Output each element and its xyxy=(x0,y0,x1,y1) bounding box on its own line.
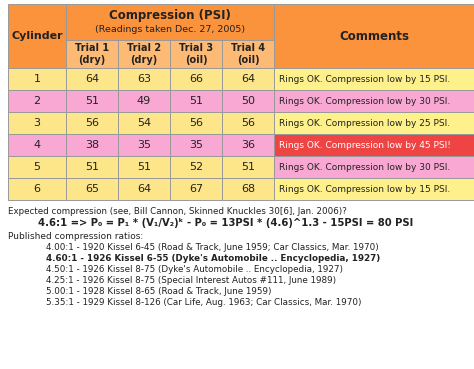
Text: (Readings taken Dec. 27, 2005): (Readings taken Dec. 27, 2005) xyxy=(95,25,245,34)
Text: Rings OK. Compression low by 15 PSI.: Rings OK. Compression low by 15 PSI. xyxy=(279,184,450,193)
Bar xyxy=(274,68,474,90)
Text: 2: 2 xyxy=(34,96,41,106)
Text: Rings OK. Compression low by 30 PSI.: Rings OK. Compression low by 30 PSI. xyxy=(279,162,450,172)
Bar xyxy=(118,68,170,90)
Bar xyxy=(8,112,66,134)
Text: 5: 5 xyxy=(34,162,40,172)
Bar xyxy=(222,178,274,200)
Text: 38: 38 xyxy=(85,140,99,150)
Text: Rings OK. Compression low by 45 PSI!: Rings OK. Compression low by 45 PSI! xyxy=(279,141,451,149)
Text: 56: 56 xyxy=(85,118,99,128)
Text: 5.00:1 - 1928 Kissel 8-65 (Road & Track, June 1959): 5.00:1 - 1928 Kissel 8-65 (Road & Track,… xyxy=(46,287,272,296)
Text: 35: 35 xyxy=(189,140,203,150)
Bar xyxy=(274,156,474,178)
Text: 35: 35 xyxy=(137,140,151,150)
Text: 65: 65 xyxy=(85,184,99,194)
Text: 52: 52 xyxy=(189,162,203,172)
Text: Trial 1
(dry): Trial 1 (dry) xyxy=(75,43,109,65)
Bar xyxy=(274,90,474,112)
Text: 66: 66 xyxy=(189,74,203,84)
Text: Trial 3
(oil): Trial 3 (oil) xyxy=(179,43,213,65)
Bar xyxy=(118,134,170,156)
Bar xyxy=(222,134,274,156)
Text: 64: 64 xyxy=(241,74,255,84)
Text: Published compression ratios:: Published compression ratios: xyxy=(8,232,143,241)
Text: 1: 1 xyxy=(34,74,40,84)
Bar xyxy=(66,178,118,200)
Bar xyxy=(222,112,274,134)
Text: Rings OK. Compression low by 30 PSI.: Rings OK. Compression low by 30 PSI. xyxy=(279,97,450,106)
Text: 5.35:1 - 1929 Kissel 8-126 (Car Life, Aug. 1963; Car Classics, Mar. 1970): 5.35:1 - 1929 Kissel 8-126 (Car Life, Au… xyxy=(46,298,362,307)
Text: Trial 2
(dry): Trial 2 (dry) xyxy=(127,43,161,65)
Text: Comments: Comments xyxy=(339,30,409,42)
Text: 4.00:1 - 1920 Kissel 6-45 (Road & Track, June 1959; Car Classics, Mar. 1970): 4.00:1 - 1920 Kissel 6-45 (Road & Track,… xyxy=(46,243,379,252)
Text: 64: 64 xyxy=(137,184,151,194)
Bar xyxy=(8,68,66,90)
Text: 4: 4 xyxy=(34,140,41,150)
Bar xyxy=(118,156,170,178)
Bar xyxy=(274,112,474,134)
Bar xyxy=(118,178,170,200)
Text: Expected compression (see, Bill Cannon, Skinned Knuckles 30[6], Jan. 2006)?: Expected compression (see, Bill Cannon, … xyxy=(8,207,347,216)
Text: Compression (PSI): Compression (PSI) xyxy=(109,9,231,22)
Text: 63: 63 xyxy=(137,74,151,84)
Text: 54: 54 xyxy=(137,118,151,128)
Text: 64: 64 xyxy=(85,74,99,84)
Bar xyxy=(170,112,222,134)
Text: 51: 51 xyxy=(189,96,203,106)
Bar xyxy=(222,156,274,178)
Bar xyxy=(274,178,474,200)
Text: 4.25:1 - 1926 Kissel 8-75 (Special Interest Autos #111, June 1989): 4.25:1 - 1926 Kissel 8-75 (Special Inter… xyxy=(46,276,336,285)
Text: 51: 51 xyxy=(137,162,151,172)
Bar xyxy=(66,40,118,68)
Text: 6: 6 xyxy=(34,184,40,194)
Bar xyxy=(170,68,222,90)
Bar xyxy=(222,40,274,68)
Bar xyxy=(66,156,118,178)
Bar xyxy=(118,90,170,112)
Text: 51: 51 xyxy=(85,162,99,172)
Text: 51: 51 xyxy=(241,162,255,172)
Bar xyxy=(274,4,474,68)
Text: 36: 36 xyxy=(241,140,255,150)
Text: 4.6:1 => P₀ = P₁ * (V₁/V₂)ᵏ - P₀ = 13PSI * (4.6)^1.3 - 15PSI = 80 PSI: 4.6:1 => P₀ = P₁ * (V₁/V₂)ᵏ - P₀ = 13PSI… xyxy=(38,218,413,228)
Text: 51: 51 xyxy=(85,96,99,106)
Text: 67: 67 xyxy=(189,184,203,194)
Bar xyxy=(8,134,66,156)
Text: 4.50:1 - 1926 Kissel 8-75 (Dyke's Automobile .. Encyclopedia, 1927): 4.50:1 - 1926 Kissel 8-75 (Dyke's Automo… xyxy=(46,265,343,274)
Text: 4.60:1 - 1926 Kissel 6-55 (Dyke's Automobile .. Encyclopedia, 1927): 4.60:1 - 1926 Kissel 6-55 (Dyke's Automo… xyxy=(46,254,380,263)
Bar xyxy=(222,90,274,112)
Bar xyxy=(66,112,118,134)
Text: 50: 50 xyxy=(241,96,255,106)
Text: Rings OK. Compression low by 25 PSI.: Rings OK. Compression low by 25 PSI. xyxy=(279,118,450,128)
Bar xyxy=(66,134,118,156)
Bar xyxy=(170,134,222,156)
Bar xyxy=(222,68,274,90)
Bar xyxy=(66,90,118,112)
Bar xyxy=(274,134,474,156)
Text: 68: 68 xyxy=(241,184,255,194)
Bar xyxy=(170,178,222,200)
Text: Rings OK. Compression low by 15 PSI.: Rings OK. Compression low by 15 PSI. xyxy=(279,75,450,83)
Bar xyxy=(8,90,66,112)
Text: 49: 49 xyxy=(137,96,151,106)
Text: 56: 56 xyxy=(241,118,255,128)
Bar xyxy=(118,112,170,134)
Bar xyxy=(118,40,170,68)
Bar xyxy=(8,156,66,178)
Bar xyxy=(8,4,66,68)
Bar xyxy=(66,4,274,40)
Text: 3: 3 xyxy=(34,118,40,128)
Text: 56: 56 xyxy=(189,118,203,128)
Bar xyxy=(66,68,118,90)
Bar xyxy=(170,90,222,112)
Bar xyxy=(170,40,222,68)
Bar xyxy=(170,156,222,178)
Text: Cylinder: Cylinder xyxy=(11,31,63,41)
Bar xyxy=(8,178,66,200)
Text: Trial 4
(oil): Trial 4 (oil) xyxy=(231,43,265,65)
